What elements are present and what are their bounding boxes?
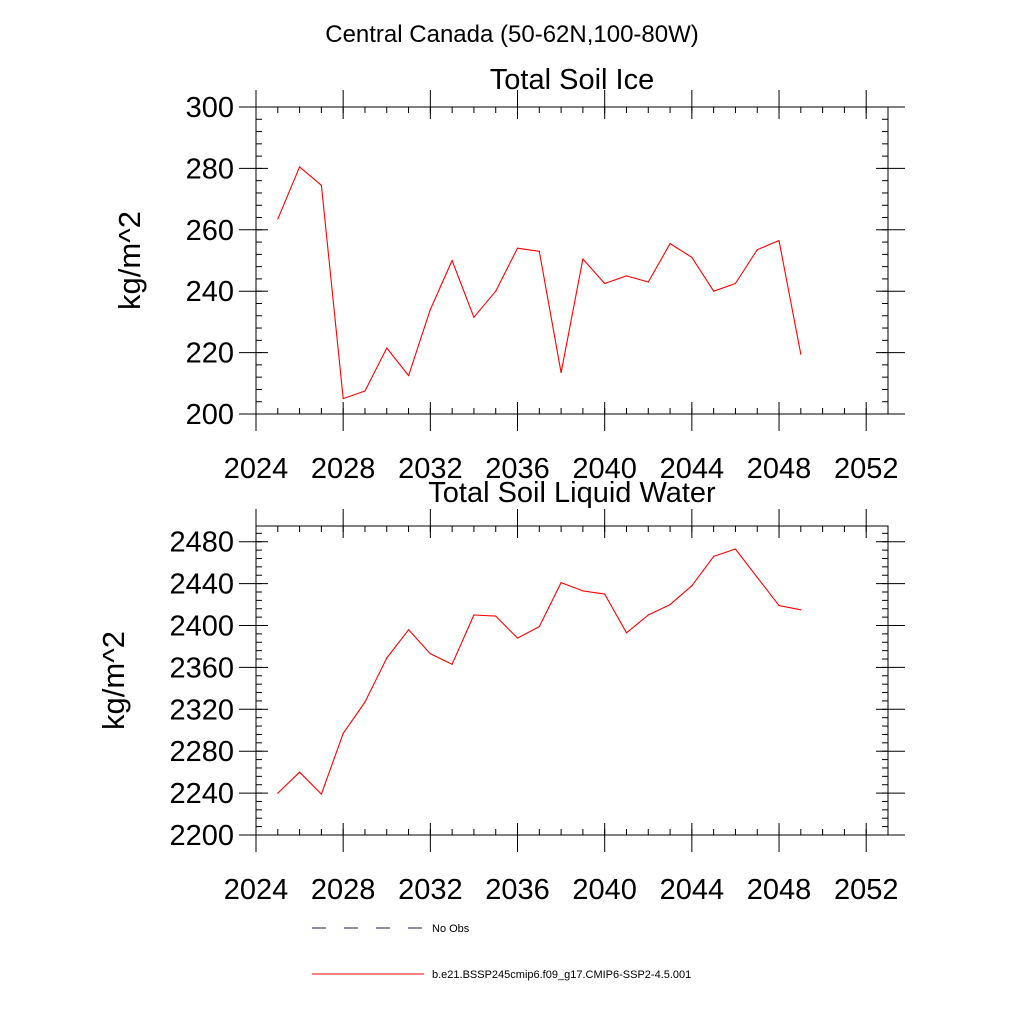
y-tick-label: 2320 (169, 694, 234, 726)
x-tick-label: 2040 (572, 453, 637, 485)
x-tick-label: 2032 (398, 453, 463, 485)
legend-label: No Obs (432, 923, 470, 935)
data-point (625, 632, 628, 634)
data-point (407, 375, 410, 377)
data-point (386, 347, 388, 349)
data-point (734, 282, 737, 285)
data-point (516, 637, 519, 639)
chart-title-soil-ice: Total Soil Ice (490, 64, 654, 96)
data-point (516, 247, 519, 249)
data-point (364, 390, 366, 392)
data-point (691, 256, 693, 259)
x-tick-label: 2044 (660, 874, 725, 906)
data-point (604, 282, 606, 285)
data-point (560, 581, 562, 584)
data-point (320, 184, 322, 186)
y-tick-label: 300 (186, 92, 234, 124)
x-tick-label: 2040 (572, 874, 637, 906)
figure-suptitle: Central Canada (50-62N,100-80W) (325, 21, 699, 48)
data-point (625, 275, 628, 277)
legend-label: b.e21.BSSP245cmip6.f09_g17.CMIP6-SSP2-4.… (432, 969, 691, 981)
chart-title-soil-liquid-water: Total Soil Liquid Water (428, 477, 716, 509)
y-axis-label-soil-liquid-water: kg/m^2 (96, 631, 131, 730)
data-point (691, 585, 693, 587)
data-point (495, 290, 497, 292)
data-point (495, 615, 497, 617)
data-point (538, 625, 540, 628)
data-point (451, 259, 453, 262)
data-point (386, 657, 388, 659)
data-point (429, 653, 431, 655)
x-tick-label: 2052 (834, 453, 899, 485)
y-tick-label: 2200 (169, 820, 234, 852)
x-tick-label: 2024 (224, 874, 289, 906)
data-point (582, 590, 584, 592)
data-point (800, 609, 802, 611)
y-tick-label: 200 (186, 399, 234, 431)
x-tick-label: 2024 (224, 453, 289, 485)
y-tick-label: 2400 (169, 611, 234, 643)
x-tick-label: 2036 (485, 453, 550, 485)
data-point (800, 353, 802, 355)
y-tick-label: 240 (186, 276, 234, 308)
data-point (342, 732, 344, 734)
data-point (277, 218, 279, 220)
series-line-soil-liquid-water (277, 548, 801, 795)
y-tick-label: 260 (186, 215, 234, 247)
data-point (734, 548, 737, 550)
series-line-soil-ice (277, 166, 802, 400)
x-tick-label: 2032 (398, 874, 463, 906)
data-point (669, 243, 671, 245)
y-tick-label: 220 (186, 338, 234, 370)
x-tick-label: 2036 (485, 874, 550, 906)
data-point (473, 316, 475, 318)
data-point (407, 629, 410, 631)
data-point (473, 614, 475, 616)
data-point (778, 239, 780, 242)
data-point (298, 166, 301, 168)
data-point (538, 250, 540, 252)
data-point (604, 593, 606, 595)
legend: No Obs b.e21.BSSP245cmip6.f09_g17.CMIP6-S… (312, 923, 691, 981)
data-point (582, 258, 584, 260)
data-point (756, 576, 758, 578)
x-tick-label: 2048 (747, 453, 812, 485)
x-tick-label: 2028 (311, 453, 376, 485)
data-point (429, 309, 431, 311)
data-point (320, 793, 322, 795)
y-tick-label: 2440 (169, 569, 234, 601)
x-tick-label: 2044 (660, 453, 725, 485)
chart-panel-soil-ice: Total Soil Ice kg/m^2 2024 2028 2032 2036 2040… (112, 64, 905, 485)
data-point (298, 771, 301, 773)
data-point (713, 555, 715, 557)
data-point (342, 398, 344, 400)
x-tick-label: 2052 (834, 874, 899, 906)
data-point (277, 792, 279, 794)
y-tick-label: 2240 (169, 778, 234, 810)
y-tick-label: 2480 (169, 527, 234, 559)
data-point (756, 249, 758, 251)
chart-panel-soil-liquid-water: Total Soil Liquid Water kg/m^2 2024 2028 203… (96, 477, 905, 906)
data-point (647, 614, 649, 616)
x-tick-label: 2028 (311, 874, 376, 906)
data-point (713, 290, 715, 292)
y-tick-label: 2280 (169, 736, 234, 768)
y-axis-label-soil-ice: kg/m^2 (112, 211, 147, 310)
data-point (647, 281, 649, 283)
y-tick-label: 280 (186, 153, 234, 185)
x-tick-label: 2048 (747, 874, 812, 906)
data-point (451, 663, 453, 665)
data-point (364, 701, 366, 703)
data-point (669, 603, 671, 606)
data-point (778, 605, 780, 607)
plot-frame-soil-liquid-water (255, 525, 889, 836)
y-tick-label: 2360 (169, 652, 234, 684)
plot-frame-soil-ice (255, 106, 889, 415)
data-point (560, 371, 562, 374)
